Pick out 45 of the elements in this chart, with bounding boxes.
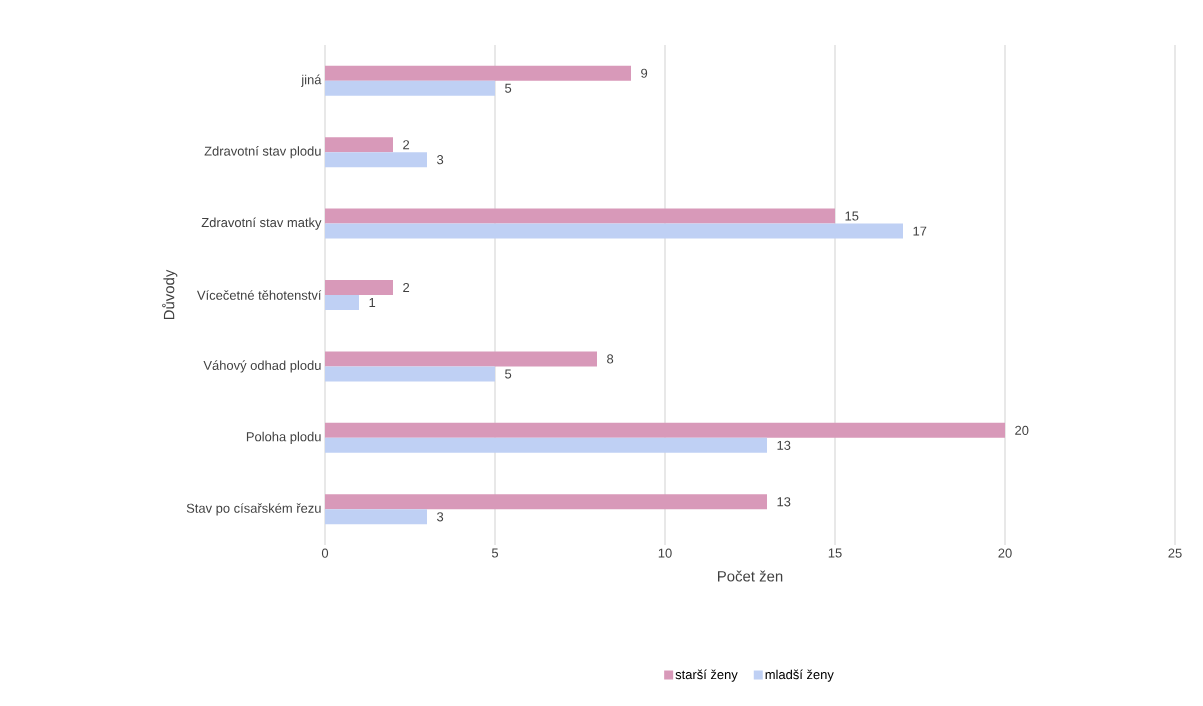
y-tick-label: jiná bbox=[301, 74, 322, 87]
bar bbox=[325, 152, 427, 168]
x-tick-label: 25 bbox=[1168, 548, 1182, 558]
y-tick-label: Poloha plodu bbox=[246, 431, 321, 444]
x-tick-label: 0 bbox=[321, 548, 329, 558]
bar bbox=[325, 223, 904, 239]
data-label: 3 bbox=[437, 155, 444, 165]
bar bbox=[325, 437, 768, 453]
y-axis-title: Důvody bbox=[162, 269, 178, 320]
data-label: 2 bbox=[403, 140, 410, 150]
data-label: 9 bbox=[641, 68, 648, 78]
bar bbox=[325, 366, 495, 382]
bar bbox=[325, 422, 1006, 438]
data-label: 5 bbox=[505, 83, 512, 93]
bar bbox=[325, 65, 632, 81]
y-tick-label: Zdravotní stav plodu bbox=[204, 146, 321, 159]
x-tick-label: 20 bbox=[998, 548, 1012, 558]
data-label: 2 bbox=[403, 282, 410, 293]
data-label: 8 bbox=[607, 354, 614, 364]
y-tick-label: Zdravotní stav matky bbox=[201, 217, 322, 230]
data-label: 13 bbox=[777, 440, 791, 450]
data-label: 17 bbox=[913, 226, 927, 236]
bar bbox=[325, 509, 427, 525]
bar bbox=[325, 137, 393, 153]
bar bbox=[325, 494, 768, 510]
y-tick-label: Stav po císařském řezu bbox=[186, 503, 321, 516]
legend-label: starší ženy bbox=[675, 669, 738, 682]
data-label: 3 bbox=[437, 512, 444, 522]
data-label: 15 bbox=[845, 211, 859, 221]
data-label: 20 bbox=[1015, 425, 1029, 435]
data-label: 5 bbox=[505, 369, 512, 379]
bar bbox=[325, 80, 495, 96]
data-label: 1 bbox=[369, 298, 376, 307]
bar bbox=[325, 351, 597, 367]
data-label: 13 bbox=[777, 497, 791, 507]
legend-label: mladší ženy bbox=[765, 669, 834, 682]
y-tick-label: Váhový odhad plodu bbox=[203, 360, 321, 373]
bar bbox=[325, 280, 393, 296]
x-axis-title: Počet žen bbox=[718, 570, 783, 582]
x-tick-label: 10 bbox=[658, 548, 672, 558]
y-tick-label: Vícečetné těhotenství bbox=[196, 290, 322, 300]
bar bbox=[325, 295, 359, 311]
x-tick-label: 15 bbox=[828, 548, 842, 558]
bar bbox=[325, 208, 836, 224]
x-tick-label: 5 bbox=[491, 548, 499, 558]
